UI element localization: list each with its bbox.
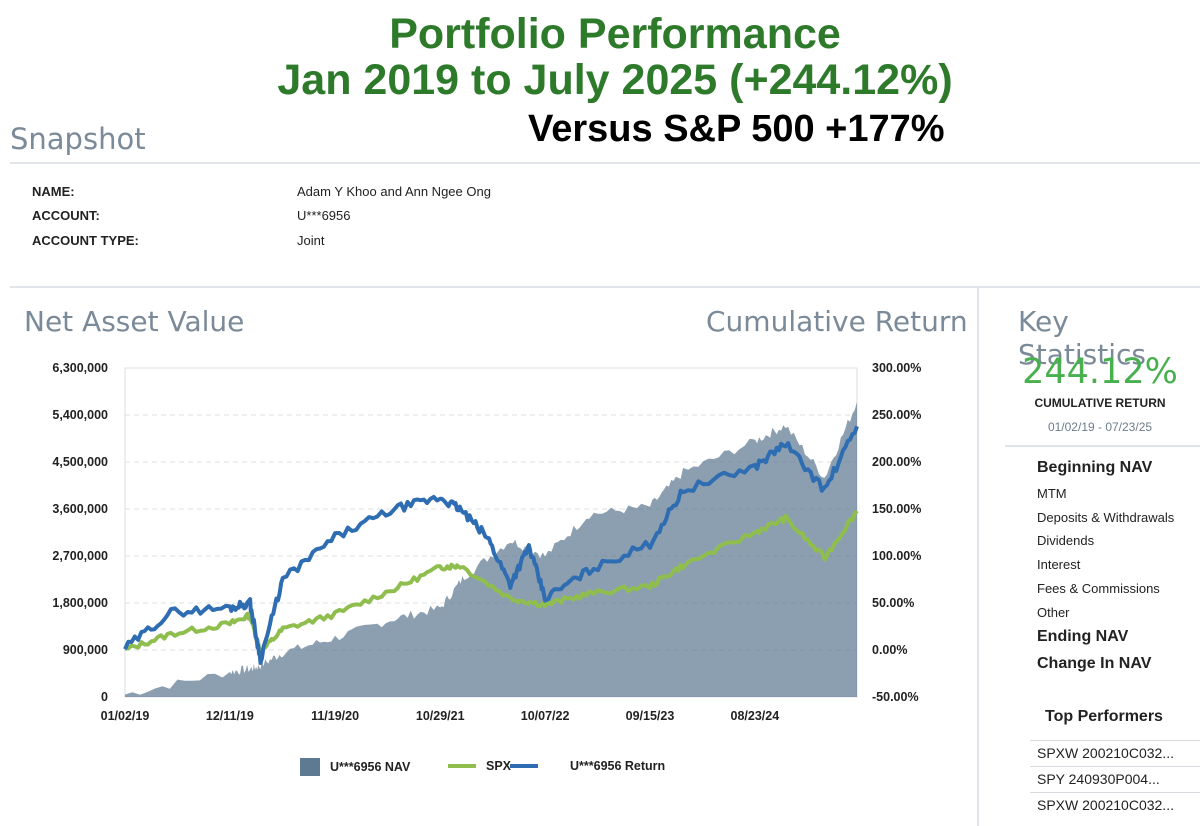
- y-right-tick-label: 250.00%: [872, 408, 921, 422]
- headline-line-2: Jan 2019 to July 2025 (+244.12%): [277, 56, 953, 104]
- headline-comparison: Versus S&P 500 +177%: [528, 108, 945, 150]
- legend-label: U***6956 Return: [570, 759, 665, 773]
- change-in-nav-item[interactable]: Change In NAV: [1037, 655, 1152, 672]
- y-left-tick-label: 0: [101, 690, 108, 704]
- x-tick-label: 10/29/21: [416, 709, 465, 723]
- key-statistics-title: Key Statistics: [1018, 305, 1146, 371]
- y-left-tick-label: 3,600,000: [52, 502, 108, 516]
- x-tick-label: 11/19/20: [311, 709, 359, 723]
- cumulative-return-label: CUMULATIVE RETURN: [1034, 396, 1166, 410]
- y-left-tick-label: 6,300,000: [52, 361, 108, 375]
- snapshot-divider: [10, 162, 1200, 164]
- top-performers-title: Top Performers: [1045, 708, 1163, 725]
- y-right-tick-label: 200.00%: [872, 455, 921, 469]
- name-label: NAME:: [32, 184, 75, 199]
- y-right-tick-label: 50.00%: [872, 596, 914, 610]
- y-left-tick-label: 1,800,000: [52, 596, 108, 610]
- y-right-tick-label: 300.00%: [872, 361, 921, 375]
- panel-divider: [977, 288, 979, 826]
- top-performer-row[interactable]: SPY 240930P004...: [1030, 766, 1200, 792]
- top-performer-row[interactable]: SPXW 200210C032...: [1030, 792, 1200, 818]
- beginning-nav-item[interactable]: Beginning NAV: [1037, 459, 1153, 476]
- y-right-tick-label: 0.00%: [872, 643, 907, 657]
- y-left-tick-label: 5,400,000: [52, 408, 108, 422]
- return-line: [123, 425, 859, 665]
- section-divider: [10, 286, 1200, 288]
- account-value: U***6956: [297, 208, 351, 223]
- legend-label: U***6956 NAV: [330, 760, 411, 774]
- nav-panel-title: Net Asset Value: [24, 305, 245, 338]
- x-tick-label: 10/07/22: [521, 709, 570, 723]
- chart-legend: U***6956 NAV SPX U***6956 Return: [300, 758, 665, 776]
- cumulative-return-value: 244.12%: [1022, 352, 1178, 392]
- deposits-withdrawals-item[interactable]: Deposits & Withdrawals: [1037, 510, 1175, 525]
- headline-line-1: Portfolio Performance: [389, 10, 841, 58]
- snapshot-title: Snapshot: [10, 122, 146, 156]
- ending-nav-item[interactable]: Ending NAV: [1037, 628, 1129, 645]
- fees-commissions-item[interactable]: Fees & Commissions: [1037, 581, 1160, 596]
- y-left-tick-label: 2,700,000: [52, 549, 108, 563]
- account-label: ACCOUNT:: [32, 208, 100, 223]
- x-tick-label: 09/15/23: [626, 709, 675, 723]
- interest-item[interactable]: Interest: [1037, 557, 1081, 572]
- x-tick-label: 08/23/24: [731, 709, 780, 723]
- y-right-tick-label: 100.00%: [872, 549, 921, 563]
- legend-label: SPX: [486, 759, 512, 773]
- nav-series: [125, 401, 857, 697]
- account-type-label: ACCOUNT TYPE:: [32, 233, 139, 248]
- x-tick-label: 12/11/19: [206, 709, 254, 723]
- nav-area: [125, 401, 857, 697]
- x-tick-label: 01/02/19: [101, 709, 150, 723]
- chart-axes: 6,300,000 5,400,000 4,500,000 3,600,000 2,70…: [52, 361, 921, 723]
- key-statistics-divider: [1005, 445, 1200, 447]
- legend-swatch: [300, 758, 320, 776]
- y-right-tick-label: -50.00%: [872, 690, 919, 704]
- return-series: [123, 425, 859, 665]
- top-performer-row[interactable]: SPXW 200210C032...: [1030, 740, 1200, 766]
- y-left-tick-label: 900,000: [63, 643, 108, 657]
- dividends-item[interactable]: Dividends: [1037, 533, 1095, 548]
- cumulative-return-title: Cumulative Return: [706, 305, 968, 338]
- date-range: 01/02/19 - 07/23/25: [1047, 420, 1153, 434]
- account-type-value: Joint: [297, 233, 325, 248]
- name-value: Adam Y Khoo and Ann Ngee Ong: [297, 184, 491, 199]
- mtm-item[interactable]: MTM: [1037, 486, 1067, 501]
- y-left-tick-label: 4,500,000: [52, 455, 108, 469]
- y-right-tick-label: 150.00%: [872, 502, 921, 516]
- other-item[interactable]: Other: [1037, 605, 1070, 620]
- nav-chart: 6,300,000 5,400,000 4,500,000 3,600,000 2,70…: [52, 361, 921, 776]
